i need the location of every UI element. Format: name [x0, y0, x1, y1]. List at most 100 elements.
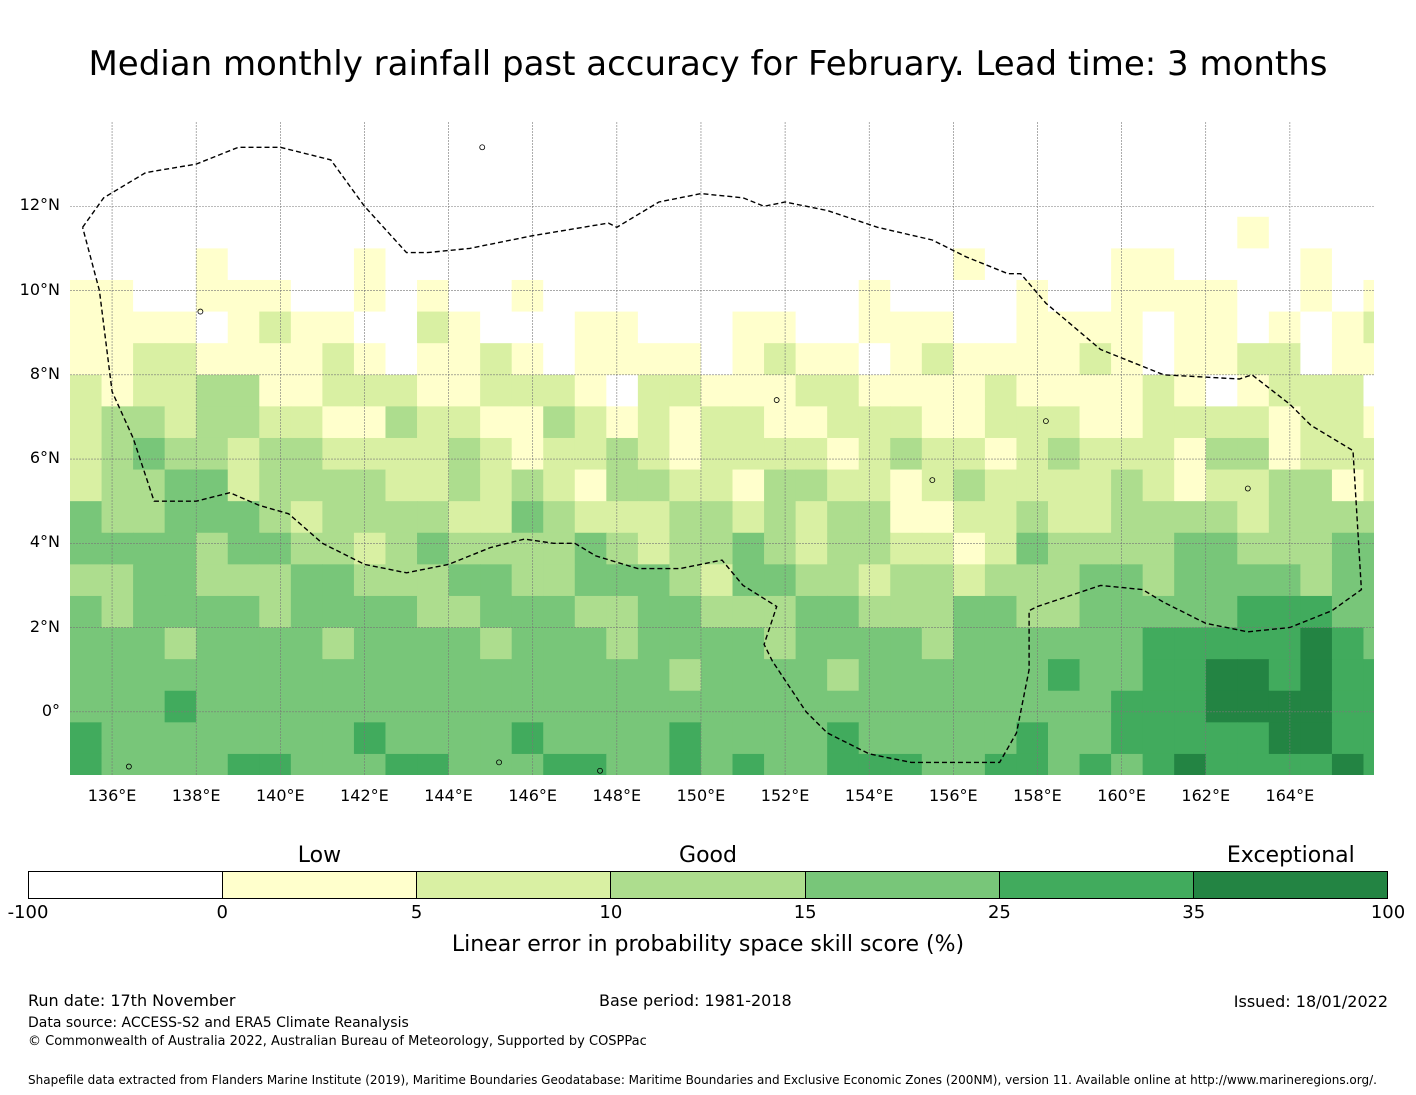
grid-cell	[890, 595, 923, 629]
grid-cell	[795, 374, 828, 407]
grid-cell	[732, 532, 765, 565]
eez-boundary	[81, 146, 1363, 764]
grid-cell	[953, 469, 986, 502]
grid-cell	[543, 627, 576, 660]
grid-cell	[953, 153, 986, 186]
grid-cell	[1174, 501, 1207, 534]
grid-cell	[732, 595, 765, 629]
grid-cell	[858, 343, 891, 376]
grid-cell	[984, 437, 1018, 471]
longitude-tick-label: 160°E	[1097, 786, 1146, 805]
grid-cell	[574, 311, 607, 344]
grid-cell	[1111, 406, 1144, 439]
grid-cell	[921, 659, 954, 692]
grid-cell	[795, 469, 828, 502]
grid-cell	[480, 722, 513, 755]
grid-cell	[1205, 753, 1238, 775]
longitude-tick-label: 156°E	[929, 786, 978, 805]
grid-cell	[1048, 690, 1081, 723]
grid-cell	[606, 311, 639, 344]
grid-cell	[417, 469, 450, 502]
grid-cell	[637, 122, 671, 155]
grid-cell	[984, 343, 1018, 376]
grid-cell	[133, 659, 166, 692]
grid-cell	[417, 753, 450, 775]
map-title: Median monthly rainfall past accuracy fo…	[88, 44, 1328, 84]
grid-cell	[700, 659, 734, 692]
grid-cell	[101, 659, 134, 692]
grid-cell	[322, 564, 355, 597]
grid-cell	[1205, 469, 1238, 502]
grid-cell	[290, 627, 323, 660]
grid-cell	[858, 406, 891, 439]
grid-cell	[511, 564, 544, 597]
longitude-tick-label: 162°E	[1181, 786, 1231, 805]
grid-cell	[669, 406, 702, 439]
grid-cell	[984, 153, 1018, 186]
grid-cell	[1142, 248, 1175, 281]
grid-cell	[1300, 343, 1333, 376]
grid-cell	[637, 532, 671, 565]
grid-cell	[1205, 185, 1238, 218]
grid-cell	[70, 627, 103, 660]
base-period: Base period: 1981-2018	[599, 991, 792, 1010]
grid-cell	[1331, 501, 1365, 534]
grid-cell	[732, 469, 765, 502]
grid-cell	[259, 690, 292, 723]
grid-cell	[1363, 469, 1374, 502]
grid-cell	[511, 437, 544, 471]
grid-cell	[827, 122, 860, 155]
grid-cell	[1363, 753, 1374, 775]
grid-cell	[227, 690, 260, 723]
grid-cell	[1237, 311, 1270, 344]
longitude-tick-label: 136°E	[87, 786, 137, 805]
grid-cell	[1048, 406, 1081, 439]
grid-cell	[133, 753, 166, 775]
grid-cell	[669, 279, 702, 313]
grid-cell	[1142, 690, 1175, 723]
grid-cell	[1174, 185, 1207, 218]
grid-cell	[606, 564, 639, 597]
colorbar-segment	[805, 872, 1000, 898]
grid-cell	[164, 753, 197, 775]
grid-cell	[133, 469, 166, 502]
grid-cell	[133, 564, 166, 597]
grid-cell	[70, 279, 103, 313]
grid-cell	[480, 627, 513, 660]
grid-cell	[1142, 753, 1175, 775]
grid-cell	[1142, 343, 1175, 376]
grid-cell	[385, 627, 418, 660]
grid-cell	[133, 501, 166, 534]
island-outlines	[125, 144, 1251, 774]
grid-cell	[543, 753, 576, 775]
grid-cell	[637, 690, 671, 723]
grid-cell	[448, 690, 481, 723]
grid-cell	[417, 248, 450, 281]
grid-cell	[921, 753, 954, 775]
grid-cell	[353, 532, 387, 565]
grid-cell	[511, 722, 544, 755]
grid-cell	[606, 532, 639, 565]
grid-cell	[227, 501, 260, 534]
grid-cell	[1300, 185, 1333, 218]
grid-cell	[70, 753, 103, 775]
grid-cell	[637, 501, 671, 534]
latitude-tick-label: 2°N	[29, 616, 60, 636]
island-outline	[125, 763, 132, 770]
grid-cell	[1174, 248, 1207, 281]
grid-cell	[164, 406, 197, 439]
grid-cell	[921, 406, 954, 439]
colorbar-segment	[223, 872, 418, 898]
grid-cell	[448, 501, 481, 534]
grid-cell	[1268, 501, 1301, 534]
grid-cell	[480, 469, 513, 502]
grid-cell	[227, 279, 260, 313]
grid-cell	[70, 564, 103, 597]
grid-cell	[385, 690, 418, 723]
grid-cell	[795, 722, 828, 755]
grid-cell	[164, 659, 197, 692]
grid-cell	[827, 343, 860, 376]
grid-cell	[1174, 374, 1207, 407]
grid-cell	[1048, 248, 1081, 281]
grid-cell	[1016, 216, 1049, 249]
